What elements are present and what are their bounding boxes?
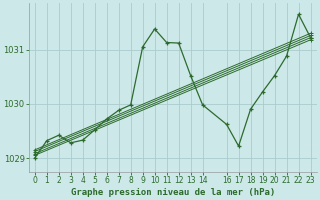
X-axis label: Graphe pression niveau de la mer (hPa): Graphe pression niveau de la mer (hPa) — [70, 188, 275, 197]
